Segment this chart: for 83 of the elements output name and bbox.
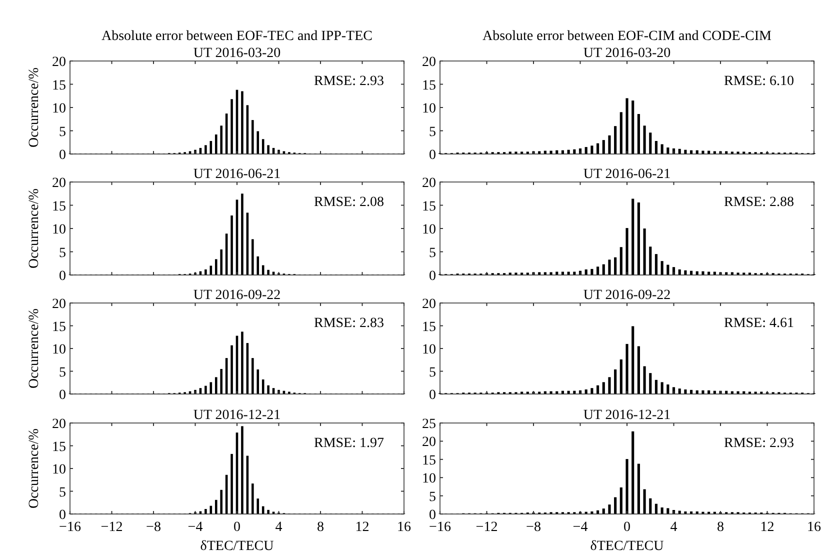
y-tick-label: 10 <box>422 472 436 487</box>
y-tick-label: 0 <box>59 148 66 163</box>
y-tick-label: 0 <box>429 269 436 284</box>
y-tick-label: 5 <box>59 246 66 261</box>
x-tick-label: 0 <box>624 520 630 535</box>
y-tick-label: 10 <box>422 102 436 116</box>
y-tick-label: 15 <box>422 199 436 214</box>
y-tick-label: 20 <box>422 55 436 70</box>
x-tick-label: 0 <box>234 520 240 535</box>
y-axis-title: Occurrence/% <box>27 428 42 509</box>
y-tick-label: 15 <box>52 440 66 455</box>
y-tick-label: 20 <box>422 176 436 191</box>
x-tick-label: −4 <box>188 520 203 535</box>
chart-subtitle: UT 2016-09-22 <box>193 288 281 303</box>
annotation: RMSE: 2.93 <box>724 436 794 451</box>
x-tick-label: 4 <box>275 520 282 535</box>
x-tick-label: −16 <box>59 520 81 535</box>
y-tick-label: 10 <box>52 102 66 116</box>
annotation: RMSE: 1.97 <box>314 436 384 451</box>
chart-subtitle: UT 2016-03-20 <box>193 46 281 61</box>
x-tick-label: 4 <box>670 520 678 535</box>
y-tick-label: 25 <box>422 417 436 432</box>
chart-subtitle: UT 2016-06-21 <box>583 167 671 182</box>
y-tick-label: 10 <box>422 342 436 358</box>
chart-title: Absolute error between EOF-TEC and IPP-TEC <box>102 29 372 44</box>
y-tick-label: 20 <box>422 297 436 312</box>
chart-subtitle: UT 2016-03-20 <box>583 46 671 61</box>
y-tick-label: 5 <box>59 124 66 140</box>
y-tick-label: 20 <box>52 176 66 191</box>
y-tick-label: 0 <box>429 148 436 163</box>
y-axis-title: Occurrence/% <box>27 308 42 389</box>
y-tick-label: 0 <box>59 388 66 403</box>
y-tick-label: 5 <box>429 124 436 140</box>
y-tick-label: 0 <box>429 508 436 523</box>
chart-title: Absolute error between EOF-CIM and CODE-CIM <box>482 29 772 44</box>
y-tick-label: 5 <box>429 246 436 261</box>
y-tick-label: 15 <box>422 453 436 468</box>
y-tick-label: 0 <box>59 269 66 284</box>
annotation: RMSE: 2.88 <box>724 195 794 210</box>
y-tick-label: 5 <box>59 485 66 500</box>
x-tick-label: 16 <box>397 520 411 535</box>
x-axis-title: δTEC/TECU <box>590 539 664 554</box>
y-tick-label: 15 <box>52 320 66 335</box>
y-tick-label: 15 <box>422 320 436 335</box>
chart-subtitle: UT 2016-12-21 <box>193 408 281 423</box>
x-tick-label: 8 <box>717 520 724 535</box>
y-tick-label: 10 <box>52 342 66 358</box>
y-tick-label: 10 <box>52 222 66 238</box>
y-tick-label: 15 <box>422 78 436 94</box>
x-tick-label: 16 <box>807 520 821 535</box>
y-tick-label: 20 <box>52 55 66 70</box>
x-axis-title: δTEC/TECU <box>200 539 274 554</box>
x-tick-label: −8 <box>146 520 161 535</box>
y-tick-label: 15 <box>52 78 66 94</box>
y-axis-title: Occurrence/% <box>27 67 42 148</box>
chart-subtitle: UT 2016-12-21 <box>583 408 671 423</box>
y-tick-label: 5 <box>429 490 436 505</box>
x-tick-label: −4 <box>572 520 588 535</box>
x-tick-label: 12 <box>760 520 774 535</box>
annotation: RMSE: 6.10 <box>724 74 794 89</box>
y-tick-label: 20 <box>52 417 66 432</box>
x-tick-label: 12 <box>355 520 370 535</box>
annotation: RMSE: 2.83 <box>314 316 384 331</box>
x-tick-label: −12 <box>100 520 123 535</box>
y-tick-label: 10 <box>422 222 436 238</box>
annotation: RMSE: 4.61 <box>724 316 794 331</box>
y-tick-label: 20 <box>422 435 436 450</box>
y-tick-label: 15 <box>52 199 66 214</box>
y-axis-title: Occurrence/% <box>27 188 42 269</box>
y-tick-label: 20 <box>52 297 66 312</box>
y-tick-label: 5 <box>59 365 66 380</box>
x-tick-label: −12 <box>476 520 498 535</box>
x-tick-label: 8 <box>317 520 324 535</box>
annotation: RMSE: 2.08 <box>314 195 384 210</box>
x-tick-label: −8 <box>526 520 541 535</box>
y-tick-label: 0 <box>429 388 436 403</box>
y-tick-label: 0 <box>59 508 66 523</box>
y-tick-label: 10 <box>52 462 66 478</box>
chart-subtitle: UT 2016-06-21 <box>193 167 281 182</box>
y-tick-label: 5 <box>429 365 436 380</box>
annotation: RMSE: 2.93 <box>314 74 384 89</box>
chart-subtitle: UT 2016-09-22 <box>583 288 671 303</box>
x-tick-label: −16 <box>429 520 451 535</box>
